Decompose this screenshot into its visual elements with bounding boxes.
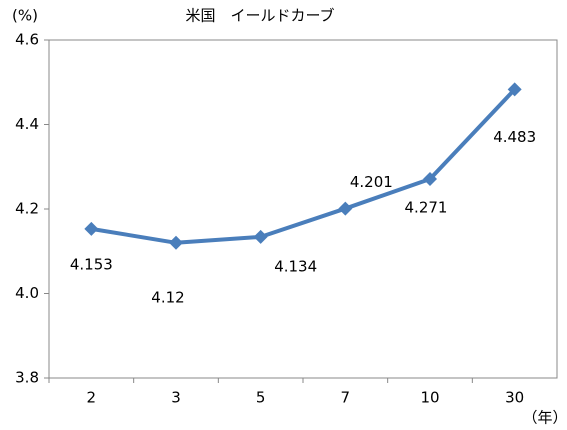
y-unit: (%) [12,7,38,25]
data-label: 4.134 [274,257,317,275]
marker [169,235,183,250]
data-label: 4.271 [405,199,448,217]
data-label: 4.153 [70,255,113,273]
y-tick-label: 4.6 [15,31,39,49]
data-label: 4.201 [350,173,393,191]
x-tick-label: 7 [341,389,351,407]
marker [423,172,437,187]
x-tick-label: 5 [256,389,266,407]
plot-frame [48,39,558,379]
x-unit: （年） [522,409,567,427]
x-tick-label: 3 [171,389,181,407]
marker [253,229,268,244]
data-label: 4.483 [493,128,536,146]
y-tick-label: 4.4 [15,115,39,133]
chart-title: 米国 イールドカーブ [185,7,334,25]
y-tick-label: 4.2 [15,200,39,218]
data-label: 4.12 [151,288,184,306]
x-tick-label: 10 [420,389,439,407]
marker [507,82,522,97]
y-tick-label: 4.0 [15,284,39,302]
x-tick-label: 2 [87,389,97,407]
x-tick-label: 30 [505,389,524,407]
marker [338,201,353,216]
line [91,88,517,245]
marker [84,221,99,236]
y-tick-label: 3.8 [15,369,39,387]
